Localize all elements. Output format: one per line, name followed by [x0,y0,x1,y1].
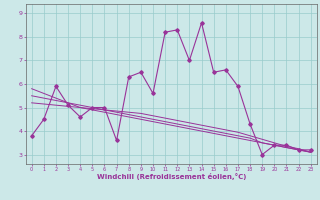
X-axis label: Windchill (Refroidissement éolien,°C): Windchill (Refroidissement éolien,°C) [97,173,246,180]
